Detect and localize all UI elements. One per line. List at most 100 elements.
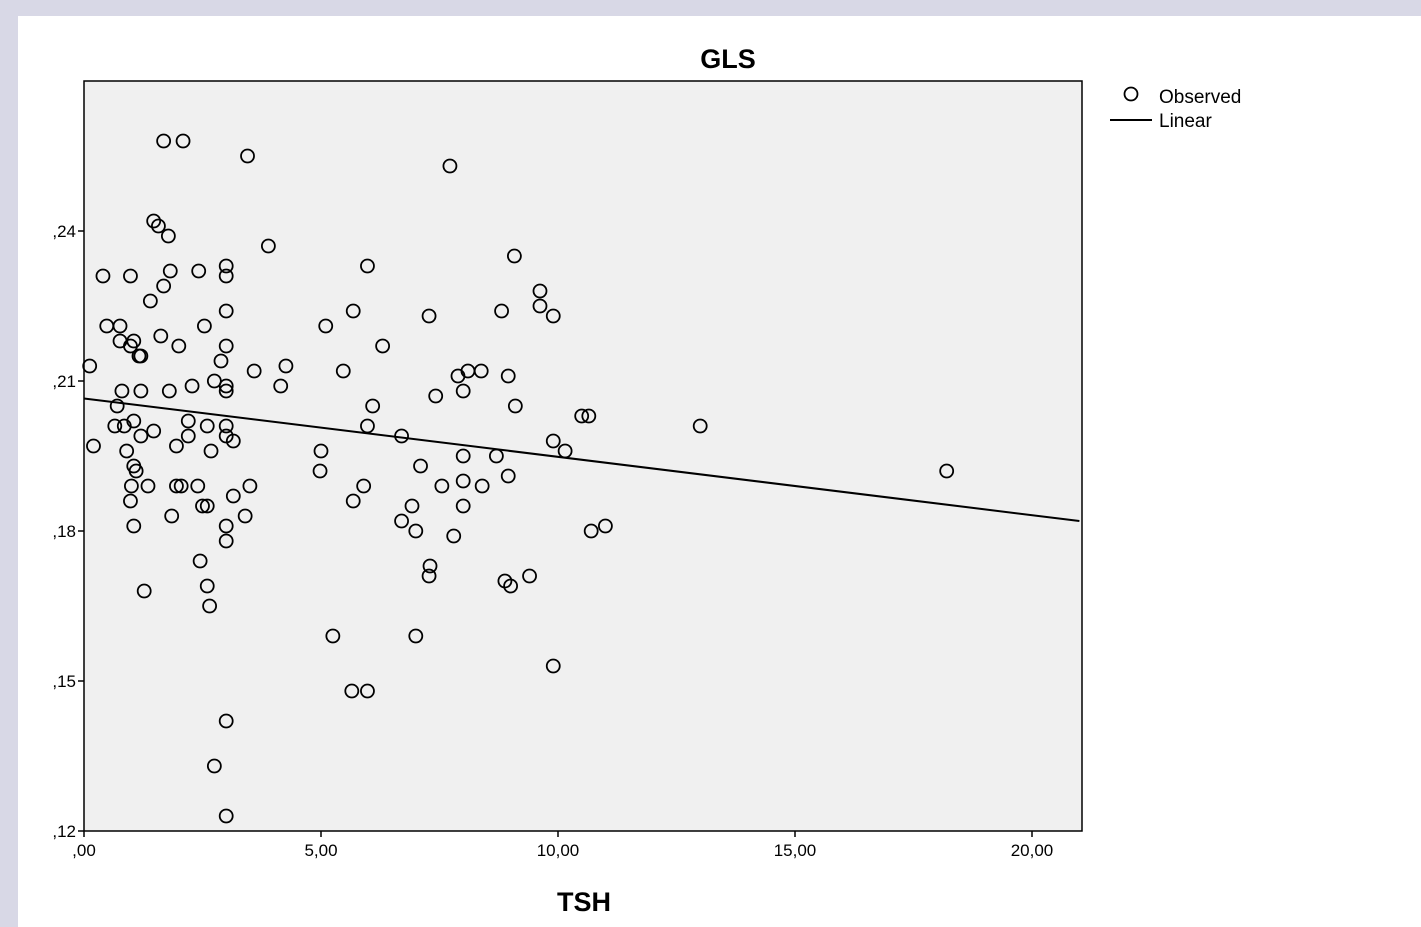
y-tick-label: ,18: [52, 522, 76, 541]
data-point: [136, 583, 152, 599]
data-point: [218, 303, 234, 319]
data-point: [356, 478, 372, 494]
y-tick-label: ,21: [52, 372, 76, 391]
data-point: [114, 383, 130, 399]
data-point: [190, 478, 206, 494]
data-point: [581, 408, 597, 424]
data-point: [500, 368, 516, 384]
data-point: [344, 683, 360, 699]
data-point: [213, 353, 229, 369]
data-point: [95, 268, 111, 284]
data-point: [507, 398, 523, 414]
data-point: [218, 268, 234, 284]
data-point: [237, 508, 253, 524]
x-axis-title: TSH: [557, 887, 611, 917]
legend-linear-label: Linear: [1159, 111, 1212, 132]
data-point: [365, 398, 381, 414]
data-point: [325, 628, 341, 644]
data-point: [312, 463, 328, 479]
data-point: [203, 443, 219, 459]
linear-fit: [83, 397, 1080, 522]
data-point: [218, 258, 234, 274]
data-point: [532, 298, 548, 314]
legend-observed-marker: [1123, 86, 1139, 102]
data-point: [160, 228, 176, 244]
data-point: [171, 338, 187, 354]
data-point: [574, 408, 590, 424]
data-point: [156, 278, 172, 294]
data-point: [345, 303, 361, 319]
data-point: [273, 378, 289, 394]
data-point: [404, 498, 420, 514]
legend-observed-label: Observed: [1159, 87, 1241, 108]
data-point: [503, 578, 519, 594]
data-point: [318, 318, 334, 334]
data-point: [692, 418, 708, 434]
data-point: [375, 338, 391, 354]
data-point: [161, 383, 177, 399]
data-point: [107, 418, 123, 434]
data-point: [133, 428, 149, 444]
data-point: [142, 293, 158, 309]
data-point: [225, 433, 241, 449]
data-point: [126, 518, 142, 534]
data-point: [124, 478, 139, 494]
data-point: [192, 553, 208, 569]
y-axis: ,12 ,15 ,18 ,21 ,24: [52, 222, 84, 841]
data-point: [123, 268, 138, 284]
data-point: [199, 578, 215, 594]
x-tick-label: ,00: [72, 841, 96, 860]
linear-fit-line: [83, 397, 1080, 522]
data-point: [360, 258, 375, 274]
data-point: [260, 238, 276, 254]
data-point: [175, 133, 191, 149]
data-point: [112, 318, 128, 334]
data-point: [169, 438, 184, 454]
data-point: [206, 758, 222, 774]
data-point: [455, 498, 471, 514]
data-point: [408, 628, 424, 644]
data-point: [195, 498, 210, 514]
data-point: [360, 683, 375, 699]
x-tick-label: 20,00: [1011, 841, 1054, 860]
data-point: [184, 378, 200, 394]
data-point: [128, 463, 144, 479]
data-point: [455, 448, 471, 464]
legend: Observed Linear: [1110, 86, 1241, 132]
plot-area: [83, 80, 1083, 832]
data-point: [180, 428, 196, 444]
data-point: [240, 148, 255, 164]
data-point: [421, 568, 437, 584]
data-point: [532, 283, 548, 299]
data-point: [474, 478, 490, 494]
data-point: [218, 383, 234, 399]
data-point: [146, 423, 162, 439]
data-point: [119, 443, 135, 459]
data-point: [191, 263, 207, 279]
data-point: [434, 478, 450, 494]
scatter-chart: GLS TSH ,00 5,00 10,00 15,00 20,00 ,12 ,15 ,18…: [52, 44, 1241, 917]
x-axis: ,00 5,00 10,00 15,00 20,00: [72, 831, 1053, 860]
data-point: [133, 383, 149, 399]
data-point: [278, 358, 294, 374]
data-point: [345, 493, 361, 509]
data-point: [123, 493, 138, 509]
data-point: [242, 478, 258, 494]
chart-title: GLS: [700, 44, 756, 74]
data-point: [146, 213, 162, 229]
data-point: [583, 523, 599, 539]
data-point: [598, 518, 613, 534]
data-point: [196, 318, 212, 334]
data-point: [473, 363, 489, 379]
data-point: [218, 338, 234, 354]
data-point: [123, 338, 138, 354]
x-tick-label: 10,00: [537, 841, 580, 860]
y-tick-label: ,15: [52, 672, 76, 691]
data-point: [494, 303, 509, 319]
data-point: [545, 658, 561, 674]
data-point: [180, 413, 196, 429]
data-point: [109, 398, 125, 414]
data-point: [151, 218, 166, 234]
data-point: [446, 528, 462, 544]
x-tick-label: 15,00: [774, 841, 817, 860]
